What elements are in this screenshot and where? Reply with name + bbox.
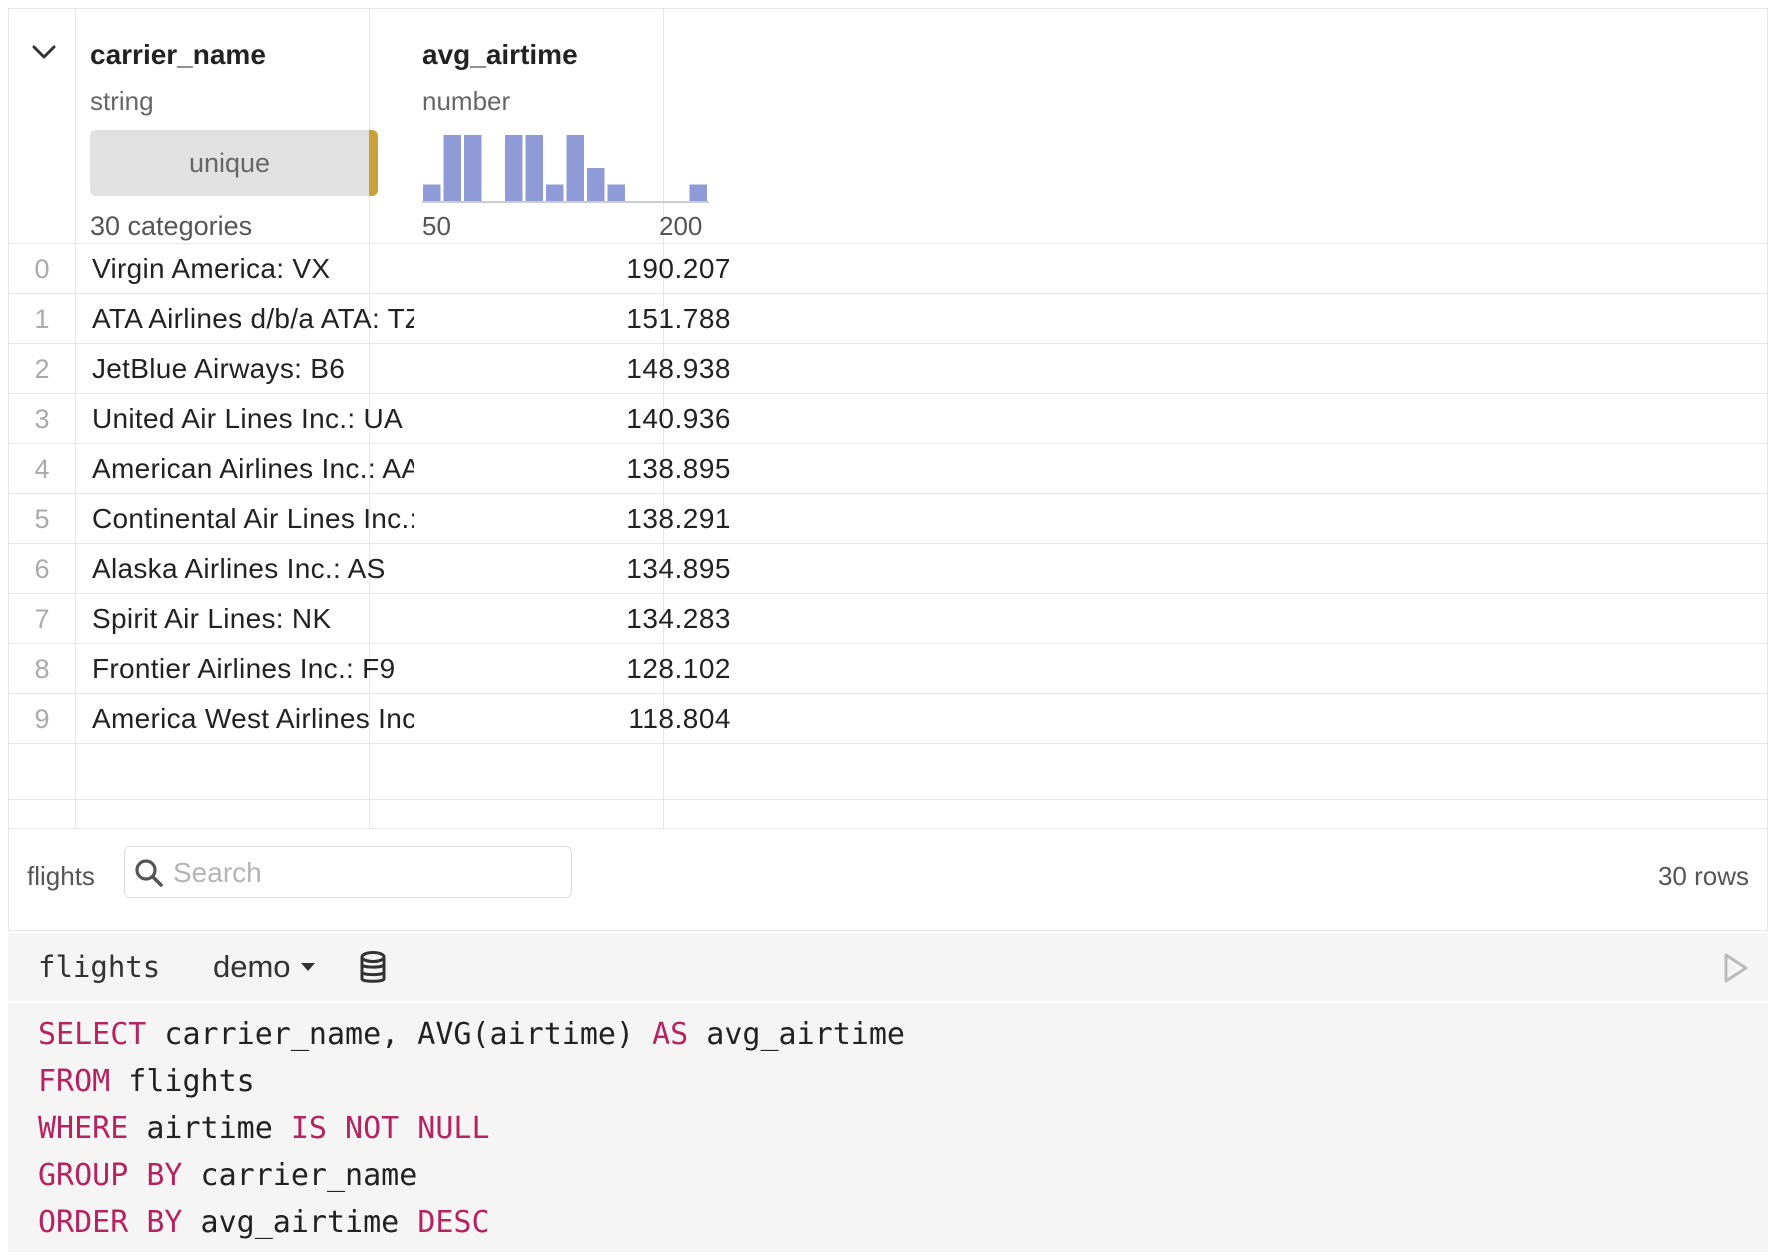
carrier-name-cell[interactable]: ATA Airlines d/b/a ATA: TZ <box>92 303 414 334</box>
sql-editor[interactable]: SELECT carrier_name, AVG(airtime) AS avg… <box>38 1011 905 1246</box>
table-name-label: flights <box>27 861 95 891</box>
run-icon[interactable] <box>1720 951 1750 985</box>
histogram-max-label: 200 <box>659 211 703 241</box>
sql-cell-toolbar: flights demo <box>8 933 1768 1003</box>
row-index: 3 <box>34 404 50 434</box>
table-row[interactable]: 4 American Airlines Inc.: AA 138.895 <box>9 444 1767 494</box>
column-type-label: number <box>422 86 511 116</box>
histogram-bar[interactable] <box>546 184 564 202</box>
sql-keyword: IS NOT NULL <box>290 1111 490 1146</box>
sql-token: carrier_name, AVG(airtime) <box>146 1017 653 1052</box>
unique-summary-bar[interactable]: unique <box>90 130 378 196</box>
data-table: carrier_name string unique 30 categories… <box>8 8 1768 828</box>
database-icon[interactable] <box>358 951 388 985</box>
row-index: 7 <box>34 604 50 634</box>
column-header-avg-airtime[interactable]: avg_airtime <box>422 39 578 70</box>
table-row[interactable]: 1 ATA Airlines d/b/a ATA: TZ 151.788 <box>9 294 1767 344</box>
sql-token: airtime <box>128 1111 291 1146</box>
sql-keyword: ORDER BY <box>38 1205 183 1240</box>
sql-keyword: AS <box>652 1017 689 1052</box>
table-row[interactable]: 6 Alaska Airlines Inc.: AS 134.895 <box>9 544 1767 594</box>
table-footer: flights 30 rows <box>8 828 1768 931</box>
table-row[interactable]: 5 Continental Air Lines Inc.: CO 138.291 <box>9 494 1767 544</box>
table-header: carrier_name string unique 30 categories… <box>9 9 1767 244</box>
sql-cell-name[interactable]: flights <box>38 950 161 984</box>
histogram-min-label: 50 <box>422 211 451 241</box>
row-count: 30 rows <box>1657 861 1749 891</box>
search-icon <box>135 859 163 887</box>
database-name: demo <box>213 949 291 984</box>
sql-token: avg_airtime <box>182 1205 418 1240</box>
carrier-name-cell[interactable]: Virgin America: VX <box>92 253 331 284</box>
avg-airtime-cell[interactable]: 190.207 <box>626 253 731 284</box>
histogram-bar[interactable] <box>423 184 441 202</box>
avg-airtime-cell[interactable]: 138.291 <box>626 503 731 534</box>
unique-label: unique <box>188 147 271 178</box>
row-index: 1 <box>34 304 50 334</box>
sql-token: avg_airtime <box>688 1017 905 1052</box>
carrier-name-cell[interactable]: America West Airlines Inc.: HP <box>92 703 414 734</box>
search-box[interactable] <box>124 846 572 898</box>
column-divider <box>663 9 664 828</box>
carrier-name-cell[interactable]: Frontier Airlines Inc.: F9 <box>92 653 396 684</box>
sql-keyword: WHERE <box>38 1111 129 1146</box>
carrier-name-cell[interactable]: Continental Air Lines Inc.: CO <box>92 503 414 534</box>
column-divider <box>369 9 370 828</box>
carrier-name-cell[interactable]: Spirit Air Lines: NK <box>92 603 332 634</box>
carrier-name-cell[interactable]: Alaska Airlines Inc.: AS <box>92 553 386 584</box>
avg-airtime-cell[interactable]: 134.895 <box>626 553 731 584</box>
sql-keyword: GROUP BY <box>38 1158 183 1193</box>
avg-airtime-cell[interactable]: 128.102 <box>626 653 731 684</box>
sql-keyword: DESC <box>417 1205 490 1240</box>
sql-cell: flights demo SELECT carrier_name, AVG(ai… <box>8 933 1768 1252</box>
table-row[interactable]: 8 Frontier Airlines Inc.: F9 128.102 <box>9 644 1767 694</box>
histogram-bar[interactable] <box>443 135 462 201</box>
sql-token: carrier_name <box>182 1158 418 1193</box>
search-input[interactable] <box>171 853 565 893</box>
table-row[interactable]: 7 Spirit Air Lines: NK 134.283 <box>9 594 1767 644</box>
histogram-bar[interactable] <box>566 135 585 201</box>
airtime-histogram[interactable] <box>422 129 709 203</box>
row-index: 6 <box>34 554 50 584</box>
sql-keyword: SELECT <box>38 1017 147 1052</box>
avg-airtime-cell[interactable]: 140.936 <box>626 403 731 434</box>
database-select[interactable]: demo <box>213 949 315 985</box>
carrier-name-cell[interactable]: American Airlines Inc.: AA <box>92 453 414 484</box>
column-type-label: string <box>90 86 154 116</box>
sql-token: flights <box>110 1064 255 1099</box>
chevron-down-icon[interactable] <box>29 37 59 67</box>
avg-airtime-cell[interactable]: 134.283 <box>626 603 731 634</box>
histogram-bar[interactable] <box>607 184 626 202</box>
column-header-carrier-name[interactable]: carrier_name <box>90 39 266 70</box>
carrier-name-cell[interactable]: JetBlue Airways: B6 <box>92 353 346 384</box>
category-count: 30 categories <box>90 211 253 241</box>
histogram-bar[interactable] <box>505 135 523 201</box>
sql-keyword: FROM <box>38 1064 111 1099</box>
histogram-bar[interactable] <box>525 135 544 201</box>
histogram-bar[interactable] <box>464 135 482 201</box>
row-index: 0 <box>34 254 50 284</box>
table-row[interactable]: 9 America West Airlines Inc.: HP 118.804 <box>9 694 1767 744</box>
row-index: 2 <box>34 354 50 384</box>
table-row[interactable]: 2 JetBlue Airways: B6 148.938 <box>9 344 1767 394</box>
row-index: 9 <box>34 704 50 734</box>
row-index: 8 <box>34 654 50 684</box>
notebook-cell: carrier_name string unique 30 categories… <box>8 8 1768 1252</box>
table-row[interactable]: 3 United Air Lines Inc.: UA 140.936 <box>9 394 1767 444</box>
carrier-name-cell[interactable]: United Air Lines Inc.: UA <box>92 403 403 434</box>
column-divider <box>75 9 76 828</box>
table-row[interactable]: 0 Virgin America: VX 190.207 <box>9 244 1767 294</box>
avg-airtime-cell[interactable]: 118.804 <box>628 703 731 734</box>
row-index: 5 <box>34 504 50 534</box>
histogram-bar[interactable] <box>689 184 708 202</box>
table-row[interactable] <box>9 744 1767 800</box>
avg-airtime-cell[interactable]: 148.938 <box>626 353 731 384</box>
avg-airtime-cell[interactable]: 151.788 <box>626 303 731 334</box>
avg-airtime-cell[interactable]: 138.895 <box>626 453 731 484</box>
caret-down-icon <box>300 963 315 971</box>
histogram-bar[interactable] <box>587 168 605 201</box>
row-index: 4 <box>34 454 50 484</box>
